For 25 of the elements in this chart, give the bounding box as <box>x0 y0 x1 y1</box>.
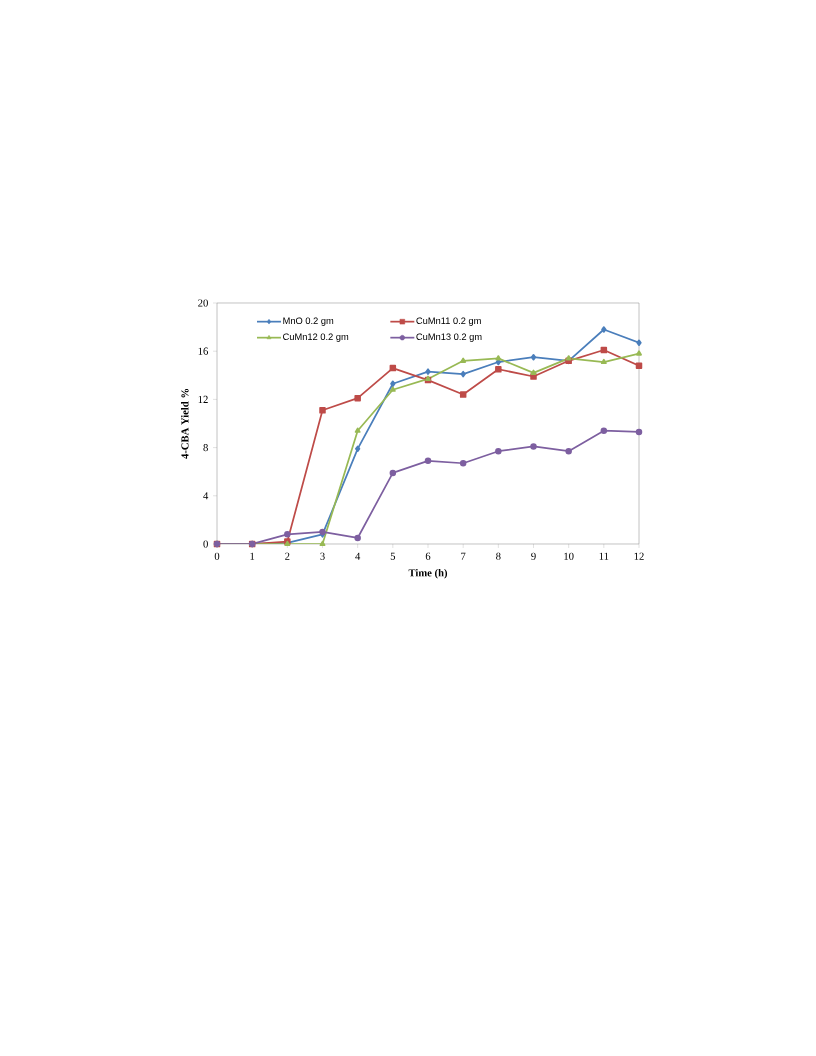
legend-label: CuMn13 0.2 gm <box>416 333 482 342</box>
y-tick-label: 20 <box>198 299 208 307</box>
legend-label: CuMn12 0.2 gm <box>283 333 349 342</box>
x-tick-label: 6 <box>425 552 431 560</box>
x-tick-label: 5 <box>390 552 396 560</box>
x-tick-label: 8 <box>496 552 501 560</box>
x-tick-label: 10 <box>564 552 574 560</box>
y-tick-label: 16 <box>198 347 209 355</box>
x-tick-label: 2 <box>285 552 290 560</box>
y-tick-label: 4 <box>203 492 209 500</box>
x-tick-label: 12 <box>634 552 644 560</box>
x-tick-label: 3 <box>320 552 325 560</box>
x-axis-title: Time (h) <box>408 568 448 579</box>
x-tick-label: 0 <box>214 552 220 560</box>
legend-label: CuMn11 0.2 gm <box>416 317 481 326</box>
y-tick-label: 12 <box>198 395 208 403</box>
x-tick-label: 11 <box>599 552 609 560</box>
y-tick-label: 0 <box>203 540 208 548</box>
legend-label: MnO 0.2 gm <box>283 317 334 326</box>
x-tick-label: 1 <box>250 552 255 560</box>
x-tick-label: 7 <box>461 552 466 560</box>
x-tick-label: 4 <box>355 552 361 560</box>
y-axis-title: 4-CBA Yield % <box>181 388 189 459</box>
y-tick-label: 8 <box>203 444 208 452</box>
x-tick-label: 9 <box>531 552 536 560</box>
